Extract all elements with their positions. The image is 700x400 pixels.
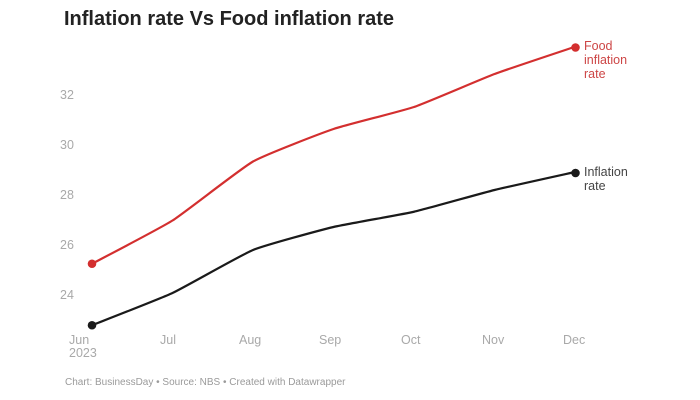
- svg-text:Dec: Dec: [563, 333, 585, 347]
- svg-text:inflation: inflation: [584, 53, 627, 67]
- svg-text:26: 26: [60, 238, 74, 252]
- svg-text:Nov: Nov: [482, 333, 505, 347]
- svg-text:2023: 2023: [69, 346, 97, 360]
- svg-text:Oct: Oct: [401, 333, 421, 347]
- svg-text:rate: rate: [584, 67, 606, 81]
- svg-text:30: 30: [60, 138, 74, 152]
- svg-text:Food: Food: [584, 39, 613, 53]
- svg-text:32: 32: [60, 88, 74, 102]
- svg-text:rate: rate: [584, 179, 606, 193]
- svg-text:Inflation: Inflation: [584, 165, 628, 179]
- svg-text:Jun: Jun: [69, 333, 89, 347]
- svg-text:Jul: Jul: [160, 333, 176, 347]
- svg-text:Sep: Sep: [319, 333, 341, 347]
- svg-text:24: 24: [60, 288, 74, 302]
- svg-text:Aug: Aug: [239, 333, 261, 347]
- svg-text:28: 28: [60, 188, 74, 202]
